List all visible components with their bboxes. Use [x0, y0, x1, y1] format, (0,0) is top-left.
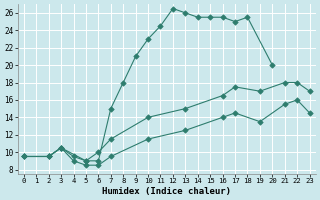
- X-axis label: Humidex (Indice chaleur): Humidex (Indice chaleur): [102, 187, 231, 196]
